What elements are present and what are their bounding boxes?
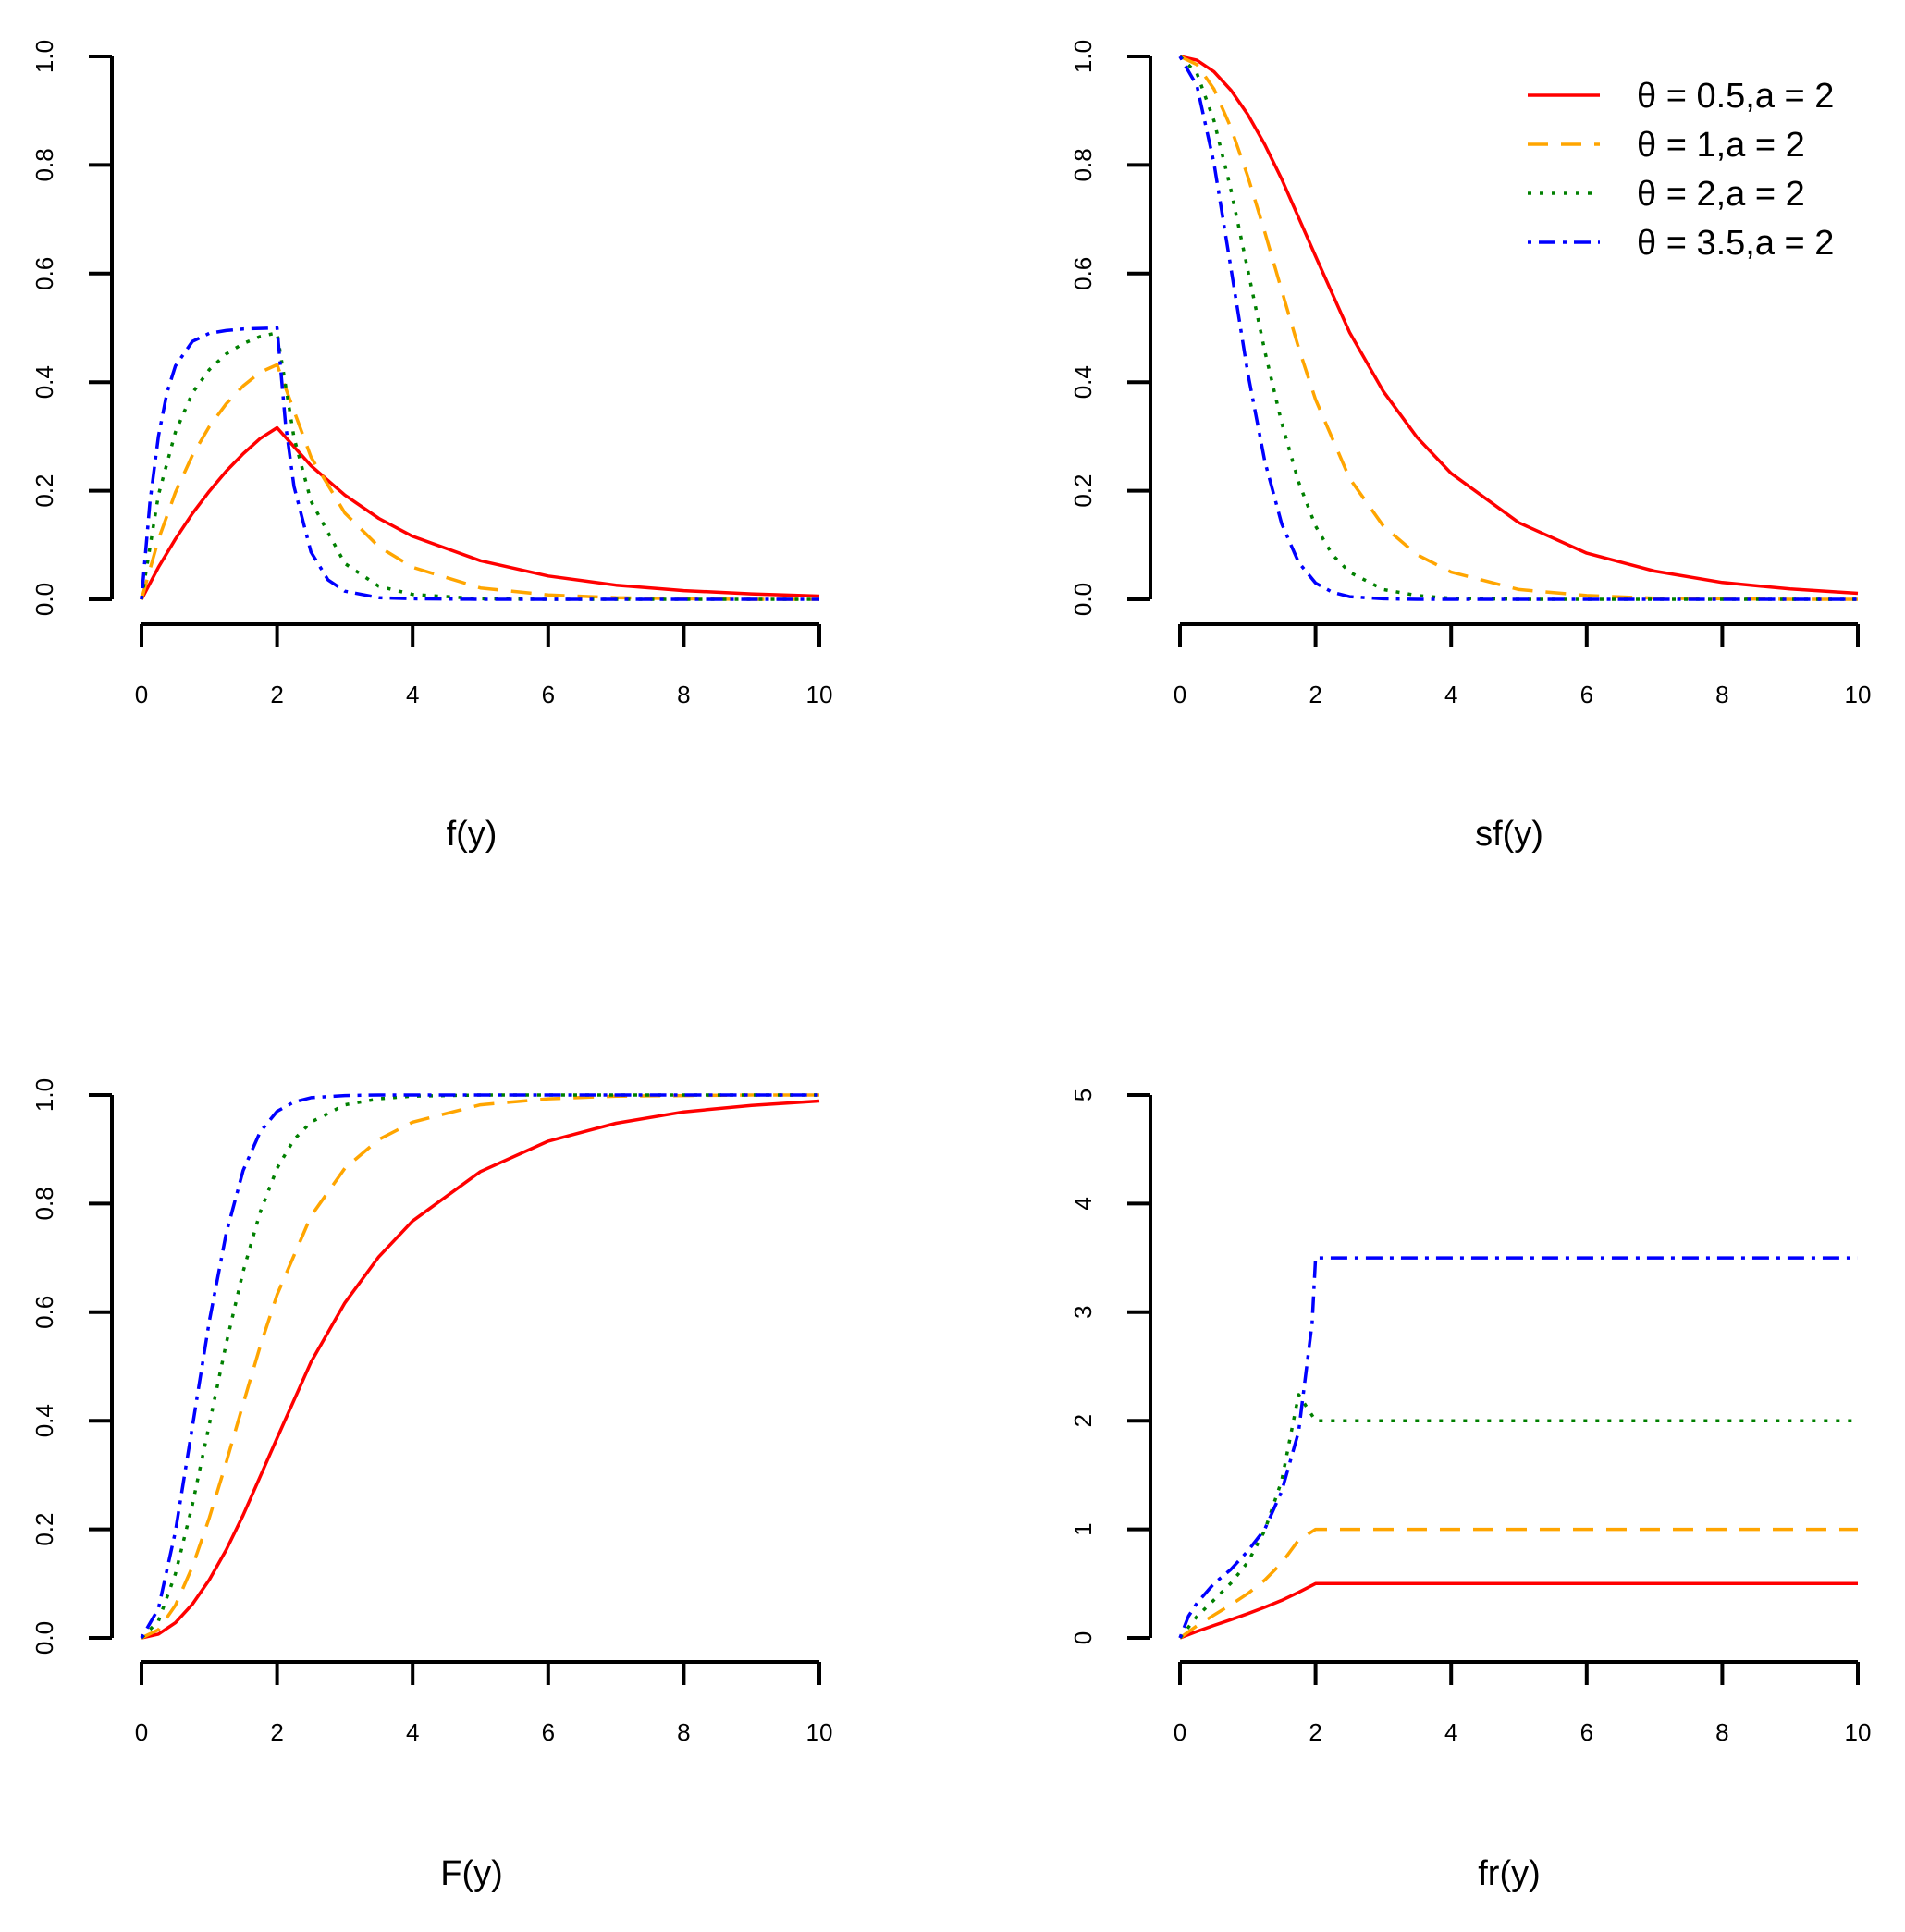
pdf-x-tick-label: 0: [135, 681, 148, 708]
failure-rate-y-tick-label: 3: [1069, 1306, 1097, 1319]
cdf-x-tick-label: 8: [677, 1718, 690, 1746]
failure-rate-x-tick-label: 0: [1174, 1718, 1186, 1746]
cdf-y-tick-label: 1.0: [31, 1078, 58, 1112]
pdf-y-tick-label: 1.0: [31, 40, 58, 73]
failure-rate-y-tick-label: 1: [1069, 1522, 1097, 1535]
survival-x-tick-label: 4: [1444, 681, 1457, 708]
survival-x-tick-label: 8: [1715, 681, 1728, 708]
cdf-y-tick-label: 0.6: [31, 1296, 58, 1329]
failure-rate-x-tick-label: 10: [1845, 1718, 1872, 1746]
legend-label-2: θ = 2,a = 2: [1637, 175, 1805, 214]
survival-x-tick-label: 10: [1845, 681, 1872, 708]
cdf-x-tick-label: 10: [806, 1718, 833, 1746]
survival-y-tick-label: 0.8: [1069, 148, 1097, 181]
failure-rate-x-tick-label: 2: [1309, 1718, 1321, 1746]
failure-rate-y-tick-label: 0: [1069, 1631, 1097, 1644]
pdf-x-tick-label: 8: [677, 681, 690, 708]
survival-x-tick-label: 0: [1174, 681, 1186, 708]
survival-y-tick-label: 0.0: [1069, 583, 1097, 616]
survival-xlabel: sf(y): [1475, 815, 1543, 854]
cdf-series-group: [140, 1093, 820, 1640]
legend-label-3: θ = 3.5,a = 2: [1637, 224, 1834, 263]
failure-rate-series-line-3: [1178, 1256, 1858, 1639]
pdf-y-tick-label: 0.2: [31, 474, 58, 508]
survival-series-line-0: [1179, 55, 1859, 596]
cdf-x-tick-label: 6: [542, 1718, 555, 1746]
failure-rate-series-line-2: [1178, 1393, 1858, 1640]
failure-rate-series-group: [1178, 1256, 1858, 1640]
survival-series-group: [1178, 55, 1859, 601]
cdf-series-line-2: [140, 1093, 819, 1640]
pdf-series-line-0: [140, 425, 820, 600]
pdf-xlabel: f(y): [447, 815, 498, 854]
failure-rate-x-tick-label: 8: [1715, 1718, 1728, 1746]
pdf-x-tick-label: 2: [270, 681, 283, 708]
pdf-y-tick-label: 0.6: [31, 257, 58, 290]
legend: θ = 0.5,a = 2 θ = 1,a = 2 θ = 2,a = 2 θ = 3…: [1528, 77, 1834, 263]
survival-y-tick-label: 0.2: [1069, 474, 1097, 508]
survival-x-tick-label: 6: [1580, 681, 1593, 708]
survival-y-tick-label: 0.4: [1069, 365, 1097, 399]
panel-survival: 0 2 4 6 8 10 0.0 0.2 0.4 0.6 0.8 1.0 sf(y) θ = 0.5,…: [1069, 40, 1872, 854]
failure-rate-x-tick-label: 6: [1580, 1718, 1593, 1746]
failure-rate-y-tick-label: 2: [1069, 1414, 1097, 1427]
cdf-x-tick-label: 4: [406, 1718, 419, 1746]
legend-label-0: θ = 0.5,a = 2: [1637, 77, 1834, 116]
failure-rate-series-line-0: [1179, 1581, 1858, 1640]
cdf-y-tick-label: 0.4: [31, 1404, 58, 1437]
panel-pdf: 0 2 4 6 8 10 0.0 0.2 0.4 0.6 0.8 1.0 f(y): [31, 40, 833, 854]
legend-label-1: θ = 1,a = 2: [1637, 126, 1805, 165]
failure-rate-axes: 0 2 4 6 8 10 0 1 2 3 4 5: [1069, 1089, 1872, 1746]
cdf-series-line-3: [140, 1093, 819, 1639]
failure-rate-x-tick-label: 4: [1444, 1718, 1457, 1746]
cdf-x-tick-label: 0: [135, 1718, 148, 1746]
pdf-y-tick-label: 0.8: [31, 148, 58, 181]
cdf-y-tick-label: 0.2: [31, 1513, 58, 1546]
cdf-xlabel: F(y): [440, 1854, 503, 1893]
pdf-x-tick-label: 6: [542, 681, 555, 708]
pdf-series-line-3: [140, 326, 819, 601]
pdf-series-group: [140, 326, 820, 601]
pdf-y-tick-label: 0.4: [31, 365, 58, 399]
pdf-x-tick-label: 4: [406, 681, 419, 708]
cdf-series-line-0: [141, 1099, 820, 1640]
failure-rate-y-tick-label: 4: [1069, 1197, 1097, 1210]
cdf-y-tick-label: 0.8: [31, 1187, 58, 1220]
pdf-series-line-1: [140, 363, 819, 601]
panel-failure-rate: 0 2 4 6 8 10 0 1 2 3 4 5 fr(y): [1069, 1089, 1872, 1893]
failure-rate-xlabel: fr(y): [1478, 1854, 1541, 1893]
pdf-axes: 0 2 4 6 8 10 0.0 0.2 0.4 0.6 0.8 1.0: [31, 40, 833, 708]
pdf-y-tick-label: 0.0: [31, 583, 58, 616]
cdf-x-tick-label: 2: [270, 1718, 283, 1746]
survival-series-line-3: [1178, 55, 1858, 601]
survival-series-line-2: [1178, 55, 1858, 601]
cdf-axes: 0 2 4 6 8 10 0.0 0.2 0.4 0.6 0.8 1.0: [31, 1078, 833, 1746]
cdf-y-tick-label: 0.0: [31, 1621, 58, 1655]
survival-y-tick-label: 0.6: [1069, 257, 1097, 290]
pdf-x-tick-label: 10: [806, 681, 833, 708]
survival-y-tick-label: 1.0: [1069, 40, 1097, 73]
survival-x-tick-label: 2: [1309, 681, 1321, 708]
survival-axes: 0 2 4 6 8 10 0.0 0.2 0.4 0.6 0.8 1.0: [1069, 40, 1872, 708]
failure-rate-y-tick-label: 5: [1069, 1089, 1097, 1101]
panel-cdf: 0 2 4 6 8 10 0.0 0.2 0.4 0.6 0.8 1.0 F(y): [31, 1078, 833, 1893]
